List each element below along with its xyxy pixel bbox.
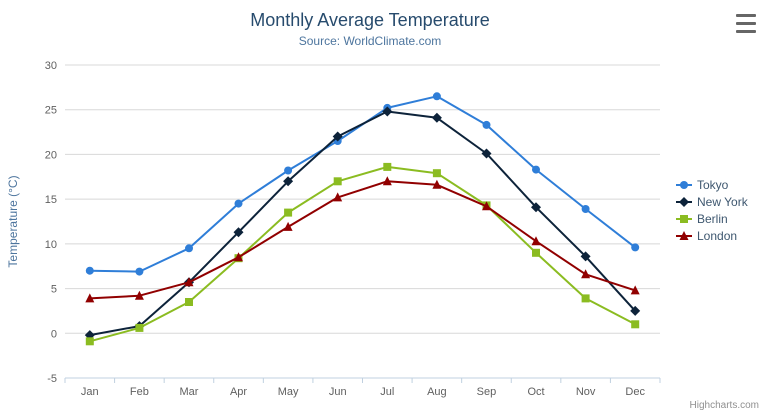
data-point[interactable] — [233, 227, 244, 238]
series-line — [88, 180, 637, 300]
x-axis-tick-label: Apr — [230, 386, 247, 398]
series-tokyo — [85, 92, 640, 276]
hamburger-icon — [736, 14, 756, 17]
data-point[interactable] — [531, 202, 541, 213]
data-point[interactable] — [581, 269, 591, 279]
legend-label: Berlin — [697, 212, 728, 226]
data-point[interactable] — [134, 290, 144, 300]
data-point[interactable] — [283, 176, 294, 187]
series-line — [88, 95, 637, 273]
export-menu-button[interactable] — [733, 12, 759, 35]
data-point[interactable] — [333, 177, 342, 186]
series-group — [84, 92, 641, 346]
gridlines — [65, 64, 660, 379]
data-point[interactable] — [580, 251, 591, 262]
legend-marker — [680, 181, 688, 189]
data-point[interactable] — [532, 248, 540, 257]
legend-item-london[interactable]: London — [676, 229, 737, 243]
hamburger-icon — [736, 22, 756, 25]
data-point[interactable] — [135, 267, 144, 276]
data-point[interactable] — [382, 176, 392, 186]
series-line — [88, 165, 637, 343]
data-point[interactable] — [630, 285, 640, 295]
data-point[interactable] — [432, 179, 442, 189]
x-axis-tick-label: Jul — [380, 386, 394, 398]
legend-marker — [679, 197, 689, 207]
data-point[interactable] — [482, 201, 491, 211]
legend-marker — [679, 231, 689, 240]
hamburger-icon — [736, 30, 756, 33]
data-point[interactable] — [284, 208, 293, 217]
data-point[interactable] — [284, 166, 293, 175]
data-point[interactable] — [581, 205, 590, 213]
legend-item-new-york[interactable]: New York — [676, 195, 749, 209]
data-point[interactable] — [85, 293, 95, 303]
data-point[interactable] — [631, 243, 640, 252]
data-point[interactable] — [184, 277, 194, 287]
legend-label: Tokyo — [697, 178, 729, 192]
data-point[interactable] — [185, 244, 193, 253]
data-point[interactable] — [234, 252, 243, 262]
data-point[interactable] — [482, 120, 491, 129]
y-axis-tick-label: 25 — [45, 105, 57, 117]
x-axis-tick-label: Oct — [527, 386, 544, 398]
data-point[interactable] — [432, 92, 441, 101]
data-point[interactable] — [85, 266, 94, 275]
x-axis-tick-label: Aug — [427, 386, 447, 398]
legend: Tokyo New York Berlin London — [676, 178, 749, 243]
x-axis-tick-label: Jun — [329, 386, 347, 398]
data-point[interactable] — [283, 221, 293, 231]
axis-labels: -5 0 5 10 15 20 25 30 Jan Feb Mar Apr May Jun Jul Aug Se… — [6, 60, 645, 398]
x-axis-tick-label: Mar — [179, 386, 198, 398]
data-point[interactable] — [85, 337, 94, 346]
legend-marker — [680, 215, 688, 223]
data-point[interactable] — [531, 236, 541, 246]
series-new-york — [84, 106, 641, 341]
y-axis-tick-label: -5 — [47, 373, 57, 385]
chart-title: Monthly Average Temperature — [250, 10, 490, 30]
y-axis-tick-label: 20 — [45, 149, 57, 161]
data-point[interactable] — [481, 148, 492, 159]
credits-link[interactable]: Highcharts.com — [689, 400, 759, 411]
legend-label: New York — [697, 195, 749, 209]
y-axis-tick-label: 0 — [51, 328, 57, 340]
y-axis-tick-label: 5 — [51, 284, 57, 296]
chart-subtitle: Source: WorldClimate.com — [298, 34, 442, 48]
y-axis-tick-label: 30 — [45, 60, 57, 72]
y-axis-tick-label: 15 — [45, 194, 57, 206]
data-point[interactable] — [234, 199, 243, 208]
data-point[interactable] — [332, 131, 343, 142]
data-point[interactable] — [432, 169, 441, 178]
data-point[interactable] — [333, 192, 343, 202]
data-point[interactable] — [135, 323, 144, 332]
x-axis-tick-label: Sep — [477, 386, 497, 398]
data-point[interactable] — [431, 112, 442, 123]
x-axis-tick-label: Dec — [625, 386, 645, 398]
legend-item-tokyo[interactable]: Tokyo — [676, 178, 729, 192]
series-london — [85, 176, 640, 303]
x-axis-tick-label: Feb — [130, 386, 149, 398]
data-point[interactable] — [532, 165, 540, 174]
x-axis-tick-label: May — [278, 386, 299, 398]
y-axis-title: Temperature (°C) — [6, 175, 20, 267]
axes — [64, 377, 661, 383]
data-point[interactable] — [581, 294, 590, 303]
data-point[interactable] — [383, 162, 392, 171]
data-point[interactable] — [185, 298, 193, 306]
data-point[interactable] — [630, 305, 641, 316]
data-point[interactable] — [382, 106, 393, 117]
series-line — [88, 110, 637, 337]
y-axis-tick-label: 10 — [45, 239, 57, 251]
legend-label: London — [697, 229, 737, 243]
legend-item-berlin[interactable]: Berlin — [676, 212, 728, 226]
x-axis-tick-label: Nov — [576, 386, 596, 398]
data-point[interactable] — [631, 320, 640, 329]
x-axis-tick-label: Jan — [81, 386, 99, 398]
